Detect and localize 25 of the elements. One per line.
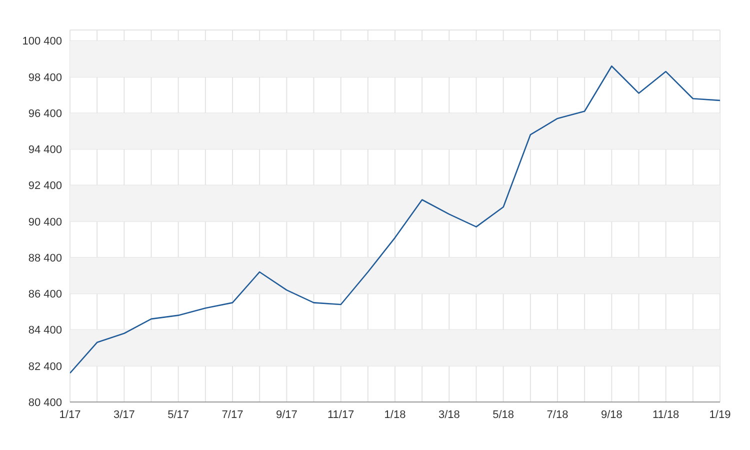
x-tick-label: 1/17 — [59, 408, 81, 421]
y-tick-label: 96 400 — [28, 108, 62, 120]
x-tick-label: 9/18 — [600, 408, 622, 421]
y-tick-label: 88 400 — [28, 252, 62, 264]
x-tick-label: 5/18 — [492, 408, 514, 421]
x-tick-label: 7/17 — [222, 408, 244, 421]
x-tick-label: 11/17 — [327, 408, 354, 421]
y-tick-label: 92 400 — [28, 180, 62, 192]
y-tick-label: 98 400 — [28, 72, 62, 84]
x-tick-label: 3/18 — [438, 408, 460, 421]
y-tick-label: 100 400 — [22, 36, 62, 48]
x-tick-label: 11/18 — [652, 408, 680, 421]
y-tick-label: 90 400 — [28, 216, 62, 228]
y-tick-label: 94 400 — [28, 144, 62, 156]
x-tick-label: 5/17 — [168, 408, 190, 421]
x-tick-label: 1/19 — [709, 408, 731, 421]
x-tick-label: 9/17 — [276, 408, 298, 421]
y-tick-label: 82 400 — [28, 360, 62, 373]
x-tick-label: 3/17 — [113, 408, 135, 421]
x-tick-label: 7/18 — [546, 408, 568, 421]
y-tick-label: 84 400 — [28, 324, 62, 337]
x-tick-label: 1/18 — [384, 408, 406, 421]
line-series — [70, 65, 720, 374]
y-tick-label: 86 400 — [28, 288, 62, 301]
y-tick-label: 80 400 — [28, 396, 62, 409]
